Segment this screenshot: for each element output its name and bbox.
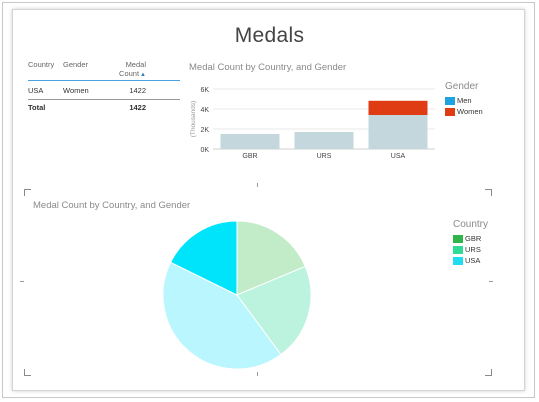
column-header-medal-count-label: Medal Count: [119, 60, 146, 78]
legend-label-men: Men: [457, 96, 472, 105]
table-total-row: Total 1422: [28, 99, 180, 112]
frame-corner-bottom-right: [485, 369, 492, 376]
bar-usa-men: [368, 115, 428, 149]
pie-slice-usa: [162, 261, 282, 370]
total-spacer: [63, 103, 98, 112]
legend-label-usa: USA: [465, 256, 481, 265]
bar-urs-men: [294, 132, 354, 149]
sort-ascending-icon: ▲: [140, 72, 146, 78]
bar-chart-title: Medal Count by Country, and Gender: [189, 62, 347, 73]
legend-swatch-gbr: [453, 234, 463, 243]
x-tick-label: URS: [317, 153, 332, 160]
legend-label-gbr: GBR: [465, 234, 482, 243]
legend-item-usa[interactable]: USA: [453, 255, 488, 266]
page-title: Medals: [234, 24, 305, 47]
cell-medal-count: 1422: [129, 86, 146, 95]
column-header-country[interactable]: Country: [28, 60, 55, 69]
cell-country: USA: [28, 86, 44, 95]
resize-handle-right[interactable]: [489, 281, 493, 282]
y-tick-label: 2K: [200, 127, 209, 134]
table-row[interactable]: USA Women 1422: [28, 81, 180, 99]
pie-legend-title: Country: [453, 219, 489, 230]
pie-slice-gbr: [236, 220, 306, 296]
resize-handle-bottom[interactable]: [257, 372, 258, 376]
x-tick-label: USA: [391, 153, 406, 160]
table-header-row: Country Gender Medal Count▲: [28, 60, 180, 81]
legend-swatch-men: [445, 96, 455, 105]
cell-gender: Women: [63, 86, 89, 95]
legend-swatch-usa: [453, 256, 463, 265]
report-canvas: Medals Country Gender Medal Count▲ USA W…: [12, 9, 525, 391]
total-count: 1422: [129, 103, 146, 112]
y-axis-label: (Thousands): [190, 101, 197, 138]
column-header-medal-count[interactable]: Medal Count▲: [98, 60, 146, 78]
legend-item-urs[interactable]: URS: [453, 244, 488, 255]
legend-item-gbr[interactable]: GBR: [453, 233, 488, 244]
bar-legend-title: Gender: [445, 81, 479, 92]
pie-slice-usa-highlight: [169, 220, 238, 296]
resize-handle-top[interactable]: [257, 183, 258, 187]
y-tick-label: 0K: [200, 147, 209, 154]
pie-slice-urs: [236, 265, 312, 356]
legend-label-women: Women: [457, 107, 483, 116]
pie-chart-title: Medal Count by Country, and Gender: [33, 200, 191, 211]
y-tick-label: 6K: [200, 87, 209, 94]
bar-chart-legend: Gender Men Women: [445, 81, 483, 117]
column-header-gender[interactable]: Gender: [63, 60, 89, 69]
legend-swatch-urs: [453, 245, 463, 254]
frame-corner-bottom-left: [24, 369, 31, 376]
y-tick-label: 4K: [200, 107, 209, 114]
legend-item-women[interactable]: Women: [445, 106, 483, 117]
pie-chart-legend: Country GBR URS USA: [453, 219, 488, 266]
legend-swatch-women: [445, 107, 455, 116]
frame-corner-top-right: [485, 189, 492, 196]
legend-label-urs: URS: [465, 245, 481, 254]
frame-corner-top-left: [24, 189, 31, 196]
total-label: Total: [28, 103, 46, 112]
resize-handle-left[interactable]: [20, 281, 24, 282]
medal-table[interactable]: Country Gender Medal Count▲ USA Women 14…: [28, 60, 180, 112]
legend-item-men[interactable]: Men: [445, 95, 483, 106]
bar-usa-women: [368, 100, 428, 115]
x-tick-label: GBR: [242, 153, 257, 160]
bar-gbr-men: [220, 134, 280, 149]
